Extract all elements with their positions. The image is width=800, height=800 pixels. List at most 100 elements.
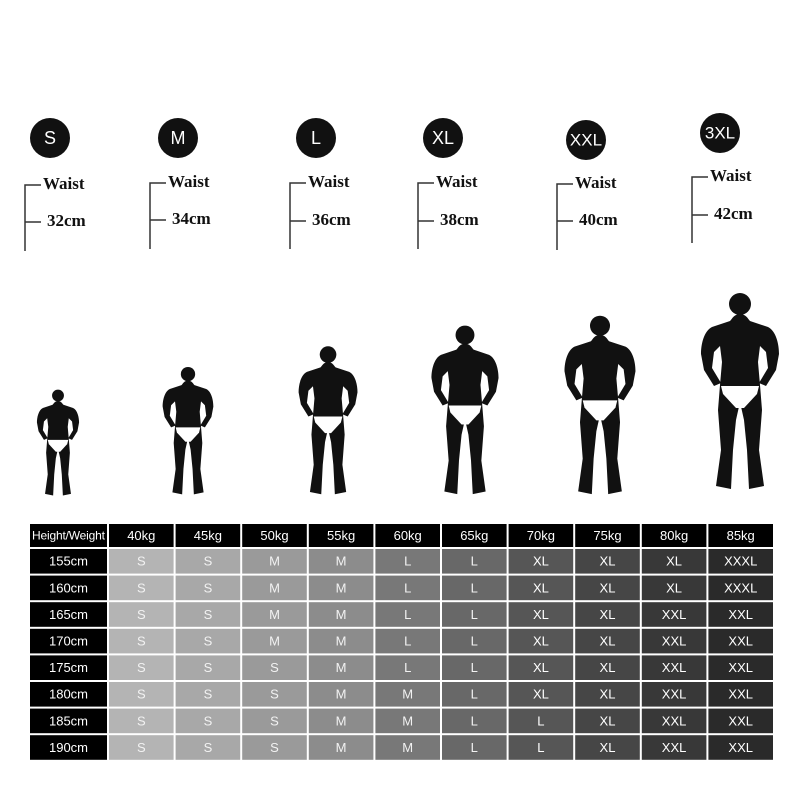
cell-text: S — [137, 554, 146, 569]
table-cell — [175, 602, 241, 627]
header-cell — [30, 524, 107, 547]
cell-text: XL — [533, 634, 549, 649]
table-cell — [308, 655, 374, 680]
cell-text: XXXL — [724, 580, 757, 595]
table-cell — [30, 575, 107, 601]
cell-text: L — [404, 607, 411, 622]
measure-label: Waist — [710, 166, 752, 185]
cell-text: L — [471, 713, 478, 728]
measure-value: 34cm — [172, 209, 211, 228]
table-cell — [575, 628, 640, 654]
cell-text: S — [204, 607, 213, 622]
table-cell — [708, 682, 773, 707]
table-cell — [442, 575, 507, 601]
cell-text: S — [270, 713, 279, 728]
table-cell — [575, 575, 640, 601]
bracket — [24, 184, 41, 251]
table-cell — [375, 628, 440, 654]
table-cell — [30, 602, 107, 627]
cell-text: 165cm — [49, 607, 88, 622]
table-cell — [175, 735, 241, 760]
table-cell — [175, 549, 241, 574]
table-cell — [641, 655, 707, 680]
header-text: 50kg — [260, 528, 288, 543]
cell-text: XL — [533, 554, 549, 569]
table-cell — [242, 602, 307, 627]
header-cell — [508, 524, 574, 547]
cell-text: M — [336, 660, 347, 675]
silhouette — [701, 293, 779, 489]
cell-text: XXL — [728, 660, 753, 675]
table-cell — [175, 655, 241, 680]
table-cell — [708, 575, 773, 601]
table-cell — [308, 575, 374, 601]
cell-text: XXL — [728, 740, 753, 755]
cell-text: L — [471, 634, 478, 649]
silhouette — [431, 325, 499, 495]
table-cell — [508, 708, 574, 734]
table-cell — [575, 682, 640, 707]
bracket — [289, 182, 306, 249]
cell-text: L — [537, 713, 544, 728]
table-cell — [508, 602, 574, 627]
cell-text: S — [137, 687, 146, 702]
header-cell — [708, 524, 773, 547]
table-cell — [308, 735, 374, 760]
cell-text: XL — [600, 713, 616, 728]
header-cell — [575, 524, 640, 547]
table-cell — [242, 628, 307, 654]
table-cell — [575, 655, 640, 680]
measure-value: 40cm — [579, 210, 618, 229]
header-cell — [109, 524, 174, 547]
table-cell — [308, 682, 374, 707]
cell-text: M — [336, 740, 347, 755]
header-cell — [308, 524, 374, 547]
cell-text: 160cm — [49, 580, 88, 595]
cell-text: XXL — [728, 687, 753, 702]
table-cell — [575, 735, 640, 760]
cell-text: S — [137, 740, 146, 755]
table-cell — [242, 655, 307, 680]
table-cell — [175, 708, 241, 734]
cell-text: S — [204, 580, 213, 595]
size-badge — [30, 118, 70, 158]
table-cell — [375, 602, 440, 627]
table-cell — [308, 628, 374, 654]
header-text: 65kg — [460, 528, 488, 543]
cell-text: L — [404, 660, 411, 675]
cell-text: 155cm — [49, 554, 88, 569]
cell-text: XL — [600, 580, 616, 595]
table-cell — [109, 602, 174, 627]
cell-text: M — [269, 607, 280, 622]
size-label: S — [44, 128, 56, 148]
cell-text: XL — [600, 687, 616, 702]
cell-text: S — [270, 660, 279, 675]
table-cell — [375, 575, 440, 601]
cell-text: S — [204, 713, 213, 728]
header-text: 75kg — [593, 528, 621, 543]
measure-label: Waist — [43, 174, 85, 193]
header-text: 40kg — [127, 528, 155, 543]
table-cell — [308, 549, 374, 574]
cell-text: L — [471, 607, 478, 622]
table-cell — [30, 628, 107, 654]
silhouette — [162, 366, 214, 495]
cell-text: S — [204, 554, 213, 569]
cell-text: M — [336, 580, 347, 595]
header-text: 45kg — [194, 528, 222, 543]
cell-text: XL — [533, 580, 549, 595]
cell-text: M — [336, 713, 347, 728]
header-cell — [375, 524, 440, 547]
table-cell — [175, 628, 241, 654]
table-cell — [442, 628, 507, 654]
cell-text: M — [402, 740, 413, 755]
table-cell — [30, 708, 107, 734]
table-cell — [708, 708, 773, 734]
cell-text: 190cm — [49, 740, 88, 755]
table-cell — [575, 708, 640, 734]
bracket — [556, 183, 573, 250]
table-cell — [641, 628, 707, 654]
table-cell — [442, 655, 507, 680]
table-cell — [641, 735, 707, 760]
size-badge — [158, 118, 198, 158]
